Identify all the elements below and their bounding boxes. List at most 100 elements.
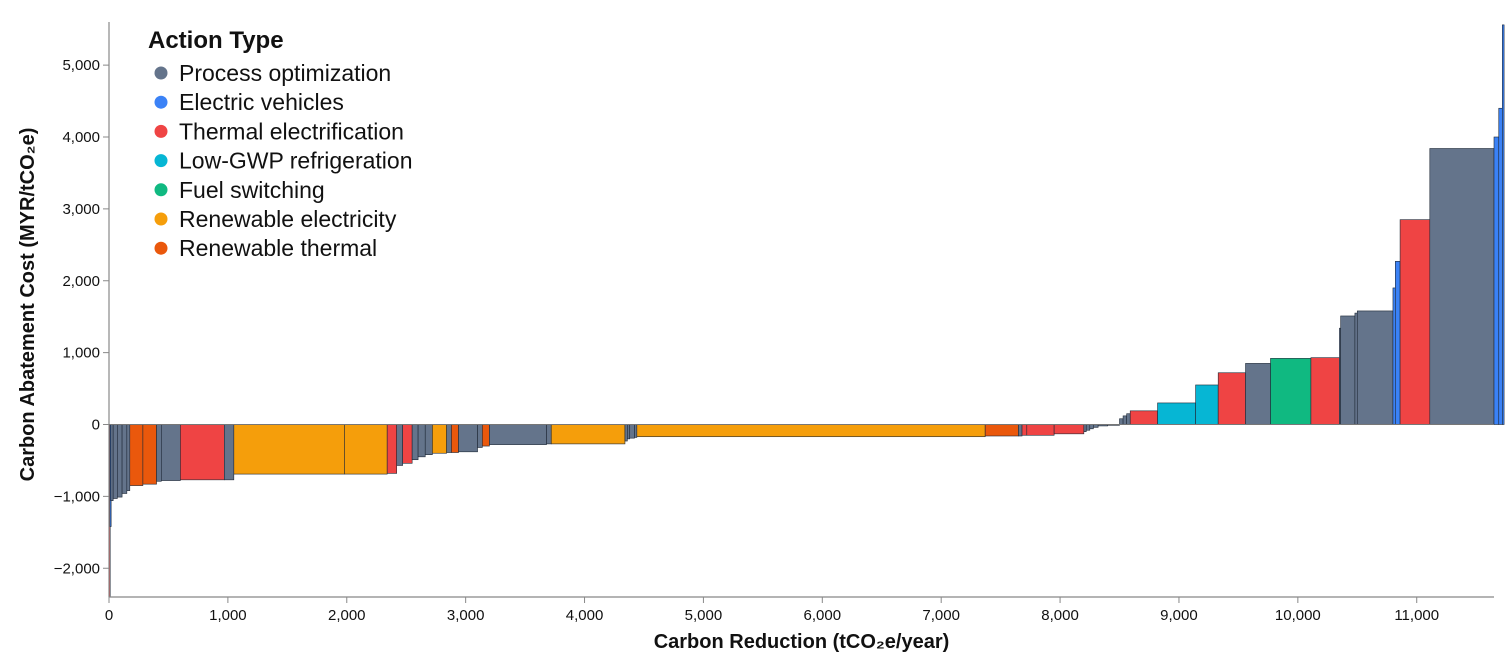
bar-thermal_elec-15: [386, 424, 398, 474]
bar-renew_therm-26: [481, 424, 490, 447]
bar-process-20: [424, 424, 433, 455]
bar-refrig-50: [1157, 402, 1196, 425]
x-axis-title: Carbon Reduction (tCO₂e/year): [654, 631, 950, 653]
legend-swatch-thermal_elec: [154, 124, 168, 138]
bar-process-24: [458, 424, 478, 453]
legend-swatch-renew_therm: [154, 241, 168, 255]
legend-label-renew_therm: Renewable thermal: [179, 235, 377, 261]
legend-swatch-fuel: [154, 183, 168, 197]
bar-renew_therm-35: [984, 424, 1019, 437]
bar-renew_therm-7: [129, 424, 144, 486]
bar-thermal_elec-39: [1053, 424, 1085, 435]
bar-process-3: [112, 424, 118, 499]
bar-process-6: [126, 424, 131, 491]
bar-process-5: [121, 424, 128, 494]
bar-ev-64: [1493, 136, 1500, 425]
bar-thermal_elec-52: [1217, 372, 1246, 425]
y-tick-label: −1,000: [54, 488, 100, 505]
bar-renew_elec-21: [432, 424, 447, 454]
bar-ev-65: [1498, 107, 1503, 425]
bar-process-31: [627, 424, 631, 440]
bar-renew_elec-13: [233, 424, 345, 475]
legend-label-renew_elec: Renewable electricity: [179, 206, 397, 232]
bars-layer: [108, 24, 1505, 598]
bar-process-25: [477, 424, 483, 448]
x-tick-label: 9,000: [1160, 607, 1198, 624]
bar-process-59: [1356, 310, 1394, 425]
bar-process-28: [546, 424, 552, 445]
bar-renew_therm-23: [451, 424, 459, 453]
bar-thermal_elec-11: [180, 424, 225, 481]
y-tick-label: 4,000: [62, 129, 100, 146]
bar-thermal_elec-62: [1399, 219, 1431, 425]
bar-thermal_elec-17: [402, 424, 413, 464]
bar-process-9: [156, 424, 162, 482]
legend-swatch-process: [154, 66, 168, 80]
bar-renew_elec-14: [344, 424, 388, 475]
bar-process-18: [411, 424, 419, 461]
bar-thermal_elec-55: [1310, 357, 1340, 425]
bar-ev-60: [1392, 287, 1396, 425]
x-ticks: 0 1,000 2,000 3,000 4,000 5,000 6,000 7,000 8,00…: [105, 597, 1439, 624]
bar-ev-61: [1395, 261, 1401, 425]
bar-process-48: [1126, 413, 1131, 425]
y-ticks: −2,000 −1,000 0 1,000 2,000 3,000 4,000 5,000: [54, 57, 109, 577]
bar-process-53: [1245, 363, 1271, 425]
bar-thermal_elec-38: [1026, 424, 1055, 436]
bar-process-57: [1340, 315, 1356, 425]
bar-process-4: [117, 424, 123, 498]
x-tick-label: 10,000: [1275, 607, 1321, 624]
legend-label-ev: Electric vehicles: [179, 89, 344, 115]
bar-thermal_elec-49: [1129, 410, 1158, 425]
y-tick-label: 2,000: [62, 273, 100, 290]
legend-label-thermal_elec: Thermal electrification: [179, 118, 404, 144]
x-tick-label: 2,000: [328, 607, 366, 624]
y-tick-label: 3,000: [62, 201, 100, 218]
bar-process-2: [110, 424, 114, 501]
bar-refrig-51: [1195, 384, 1219, 425]
y-tick-label: −2,000: [54, 560, 100, 577]
bar-process-33: [634, 424, 638, 438]
bar-process-47: [1122, 415, 1127, 425]
bar-renew_elec-29: [550, 424, 626, 445]
x-tick-label: 1,000: [209, 607, 247, 624]
legend-swatch-renew_elec: [154, 212, 168, 226]
y-tick-label: 1,000: [62, 345, 100, 362]
legend-items: Process optimization Electric vehicles The…: [154, 60, 413, 261]
legend-label-process: Process optimization: [179, 60, 391, 86]
bar-thermal_elec-37: [1021, 424, 1028, 436]
y-tick-label: 5,000: [62, 57, 100, 74]
bar-renew_therm-8: [142, 424, 157, 485]
bar-process-41: [1085, 424, 1091, 431]
legend: Action Type Process optimization Electric…: [148, 27, 413, 261]
legend-label-fuel: Fuel switching: [179, 177, 325, 203]
legend-label-refrig: Low-GWP refrigeration: [179, 148, 413, 174]
x-tick-label: 11,000: [1394, 607, 1439, 624]
bar-renew_elec-34: [636, 424, 986, 438]
x-tick-label: 5,000: [685, 607, 723, 624]
bar-process-40: [1083, 424, 1087, 432]
bar-process-63: [1429, 148, 1495, 425]
axes-layer: [108, 22, 1494, 598]
bar-process-22: [446, 424, 452, 453]
bar-process-42: [1089, 424, 1094, 430]
x-tick-label: 4,000: [566, 607, 604, 624]
bar-process-32: [629, 424, 635, 439]
bar-process-12: [224, 424, 235, 481]
x-tick-label: 0: [105, 607, 113, 624]
bar-process-19: [417, 424, 426, 458]
x-tick-label: 7,000: [922, 607, 960, 624]
legend-swatch-refrig: [154, 154, 168, 168]
y-axis-title: Carbon Abatement Cost (MYR/tCO₂e): [17, 128, 39, 482]
bar-process-36: [1018, 424, 1023, 437]
bar-process-27: [489, 424, 547, 445]
legend-swatch-ev: [154, 95, 168, 109]
y-tick-label: 0: [92, 417, 100, 434]
x-tick-label: 6,000: [804, 607, 842, 624]
bar-ev-66: [1502, 24, 1505, 425]
x-tick-label: 8,000: [1041, 607, 1079, 624]
bar-process-46: [1119, 418, 1124, 425]
bar-process-10: [161, 424, 181, 481]
x-tick-label: 3,000: [447, 607, 485, 624]
